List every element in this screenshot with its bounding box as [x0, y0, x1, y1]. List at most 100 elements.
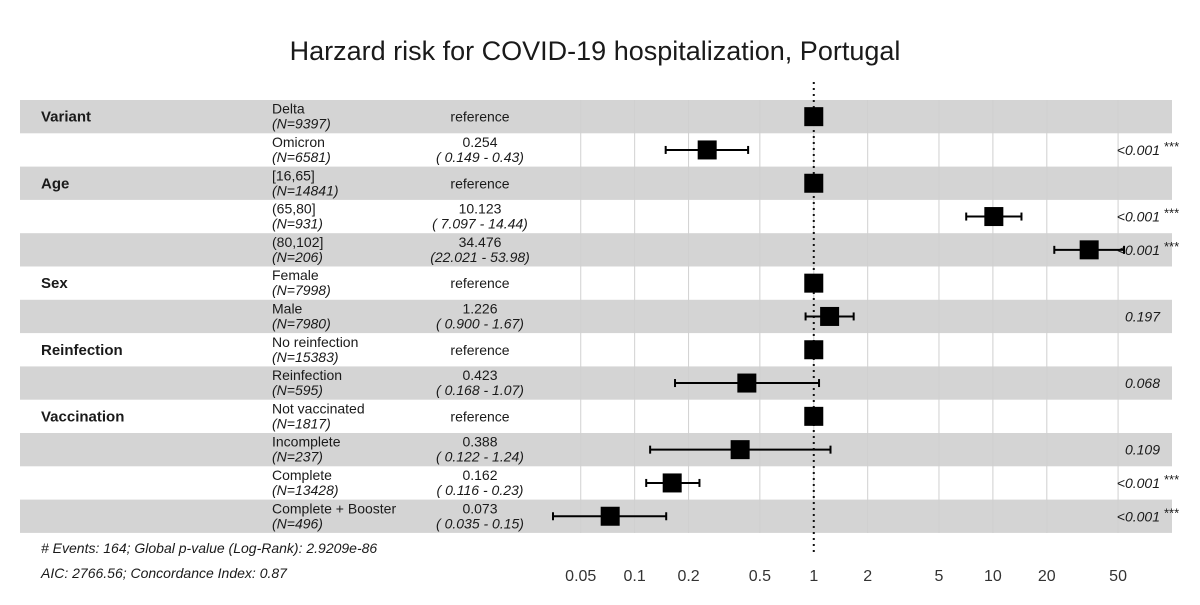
ci-label: ( 0.035 - 0.15): [436, 515, 524, 531]
significance-stars: ***: [1164, 472, 1179, 487]
estimate-label: 0.254: [462, 134, 497, 150]
x-tick-label: 5: [935, 568, 944, 585]
estimate-square: [737, 373, 757, 393]
level-label: Delta: [272, 101, 305, 117]
n-label: (N=206): [272, 249, 323, 265]
level-label: Incomplete: [272, 434, 341, 450]
n-label: (N=931): [272, 216, 323, 232]
estimate-square: [804, 340, 824, 360]
row-band: [20, 166, 1172, 200]
significance-stars: ***: [1164, 139, 1179, 154]
estimate-square: [662, 473, 682, 493]
estimate-square: [1079, 240, 1099, 260]
x-tick-label: 0.5: [749, 568, 771, 585]
estimate-square: [804, 273, 824, 293]
significance-stars: ***: [1164, 505, 1179, 520]
n-label: (N=7998): [272, 282, 331, 298]
row-band: [20, 100, 1172, 134]
x-tick-label: 0.1: [624, 568, 646, 585]
x-tick-label: 10: [984, 568, 1002, 585]
variable-label: Age: [41, 175, 69, 192]
p-value: 0.068: [1125, 375, 1160, 391]
row-band: [20, 433, 1172, 467]
x-tick-label: 20: [1038, 568, 1056, 585]
n-label: (N=237): [272, 449, 323, 465]
row-band: [20, 299, 1172, 334]
estimate-square: [804, 107, 824, 127]
level-label: Omicron: [272, 134, 325, 150]
x-tick-label: 0.05: [565, 568, 596, 585]
p-value: <0.001: [1117, 209, 1160, 225]
row-bands: [20, 100, 1172, 533]
ci-label: ( 7.097 - 14.44): [432, 216, 528, 232]
footer-aic: AIC: 2766.56; Concordance Index: 0.87: [40, 565, 288, 581]
ci-label: (22.021 - 53.98): [430, 249, 530, 265]
row-labels: Variant Delta(N=9397) reference Omicron(N=6…: [41, 101, 1179, 532]
ci-label: ( 0.116 - 0.23): [437, 482, 524, 498]
ci-label: ( 0.900 - 1.67): [436, 315, 524, 331]
level-label: Complete: [272, 467, 332, 483]
estimate-square: [984, 207, 1004, 227]
x-tick-label: 1: [809, 568, 818, 585]
estimate-square: [820, 306, 840, 326]
estimate-label: reference: [450, 342, 509, 358]
grid-lines: [580, 100, 1119, 533]
n-label: (N=7980): [272, 315, 331, 331]
p-value: 0.197: [1125, 308, 1161, 324]
n-label: (N=1817): [272, 415, 331, 431]
chart-title: Harzard risk for COVID-19 hospitalizatio…: [290, 36, 901, 66]
row-band: [20, 366, 1172, 400]
level-label: (80,102]: [272, 234, 323, 250]
x-axis-ticks: 0.05 0.1 0.2 0.5 1 2 5 10 20 50: [565, 568, 1127, 585]
footer-events: # Events: 164; Global p-value (Log-Rank)…: [41, 540, 377, 556]
estimate-label: 10.123: [459, 201, 502, 217]
level-label: Reinfection: [272, 367, 342, 383]
ci-label: ( 0.122 - 1.24): [436, 449, 524, 465]
p-value: 0.109: [1125, 442, 1160, 458]
p-value: <0.001: [1117, 508, 1160, 524]
level-label: No reinfection: [272, 334, 358, 350]
row-band: [20, 233, 1172, 267]
p-value: <0.001: [1117, 475, 1160, 491]
variable-label: Sex: [41, 275, 68, 292]
significance-stars: ***: [1164, 206, 1179, 221]
variable-label: Variant: [41, 109, 91, 126]
estimate-label: 0.388: [462, 434, 497, 450]
ci-label: ( 0.168 - 1.07): [436, 382, 524, 398]
n-label: (N=496): [272, 515, 323, 531]
level-label: Female: [272, 267, 319, 283]
estimate-square: [804, 406, 824, 426]
variable-label: Vaccination: [41, 408, 124, 425]
n-label: (N=9397): [272, 116, 331, 132]
x-tick-label: 50: [1109, 568, 1127, 585]
estimate-label: 0.423: [462, 367, 497, 383]
n-label: (N=14841): [272, 182, 339, 198]
estimate-label: 1.226: [462, 300, 497, 316]
level-label: (65,80]: [272, 201, 316, 217]
estimate-label: reference: [450, 109, 509, 125]
estimate-label: 0.162: [462, 467, 497, 483]
variable-label: Reinfection: [41, 342, 123, 359]
level-label: Male: [272, 300, 303, 316]
n-label: (N=6581): [272, 149, 331, 165]
x-tick-label: 2: [863, 568, 872, 585]
level-label: Complete + Booster: [272, 500, 396, 516]
estimate-marks: [552, 107, 1126, 526]
level-label: Not vaccinated: [272, 400, 365, 416]
significance-stars: ***: [1164, 239, 1179, 254]
estimate-label: reference: [450, 408, 509, 424]
estimate-label: reference: [450, 175, 509, 191]
estimate-square: [600, 506, 620, 526]
estimate-label: reference: [450, 275, 509, 291]
ci-label: ( 0.149 - 0.43): [436, 149, 524, 165]
x-tick-label: 0.2: [677, 568, 699, 585]
estimate-square: [730, 440, 750, 460]
n-label: (N=13428): [272, 482, 339, 498]
n-label: (N=595): [272, 382, 323, 398]
p-value: <0.001: [1117, 242, 1160, 258]
estimate-square: [804, 173, 824, 193]
estimate-label: 0.073: [462, 500, 497, 516]
p-value: <0.001: [1117, 142, 1160, 158]
estimate-label: 34.476: [459, 234, 502, 250]
